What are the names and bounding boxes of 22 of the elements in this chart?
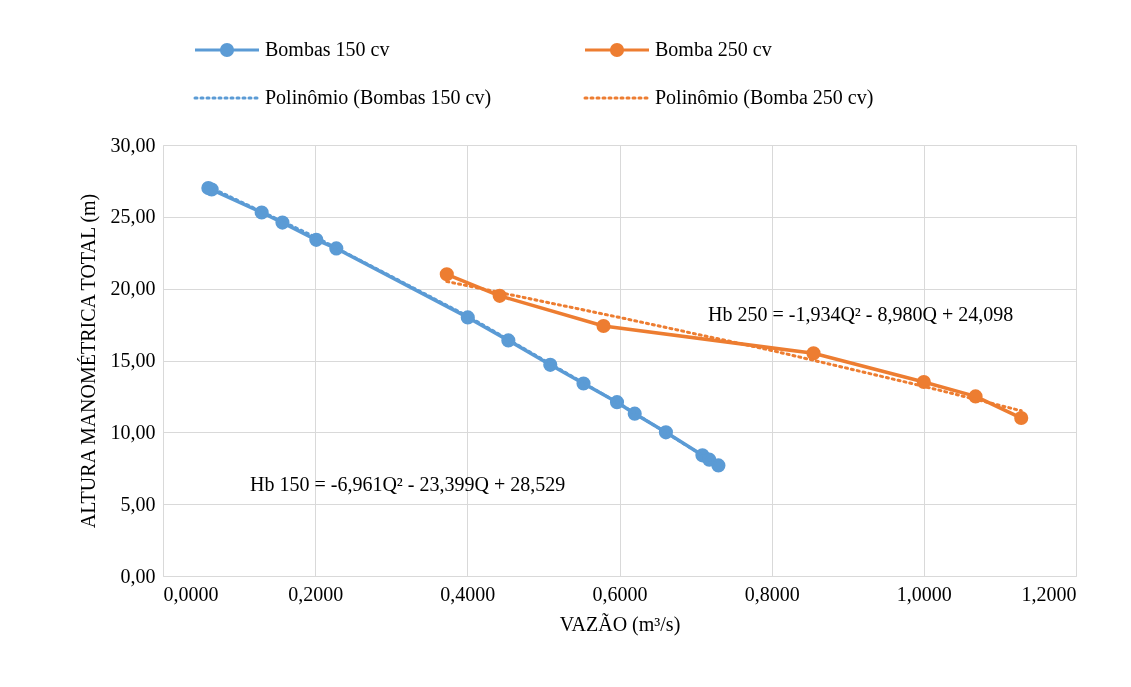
x-tick-label: 1,0000 — [896, 582, 952, 605]
y-tick-label: 15,00 — [110, 349, 156, 371]
x-axis-title: VAZÃO (m³/s) — [559, 611, 681, 636]
x-tick-label: 0,6000 — [592, 582, 648, 605]
annotation: Hb 150 = -6,961Q² - 23,399Q + 28,529 — [250, 473, 566, 495]
y-tick-label: 10,00 — [110, 420, 156, 443]
y-axis-title: ALTURA MANOMÉTRICA TOTAL (m) — [76, 193, 100, 529]
legend-label: Bombas 150 cv — [265, 38, 390, 60]
x-tick-label: 0,0000 — [163, 582, 219, 605]
y-tick-label: 25,00 — [110, 205, 156, 228]
y-tick-label: 20,00 — [110, 277, 156, 300]
legend-label: Bomba 250 cv — [655, 38, 772, 60]
x-tick-label: 0,2000 — [288, 582, 344, 605]
y-tick-label: 0,00 — [120, 564, 156, 587]
x-tick-label: 0,4000 — [440, 582, 496, 605]
y-tick-label: 30,00 — [110, 133, 156, 156]
annotation: Hb 250 = -1,934Q² - 8,980Q + 24,098 — [708, 303, 1014, 325]
x-tick-label: 0,8000 — [744, 582, 800, 605]
legend-label: Polinômio (Bomba 250 cv) — [655, 86, 874, 109]
y-tick-label: 5,00 — [120, 492, 156, 515]
legend-label: Polinômio (Bombas 150 cv) — [265, 86, 492, 109]
x-tick-label: 1,2000 — [1021, 582, 1077, 605]
